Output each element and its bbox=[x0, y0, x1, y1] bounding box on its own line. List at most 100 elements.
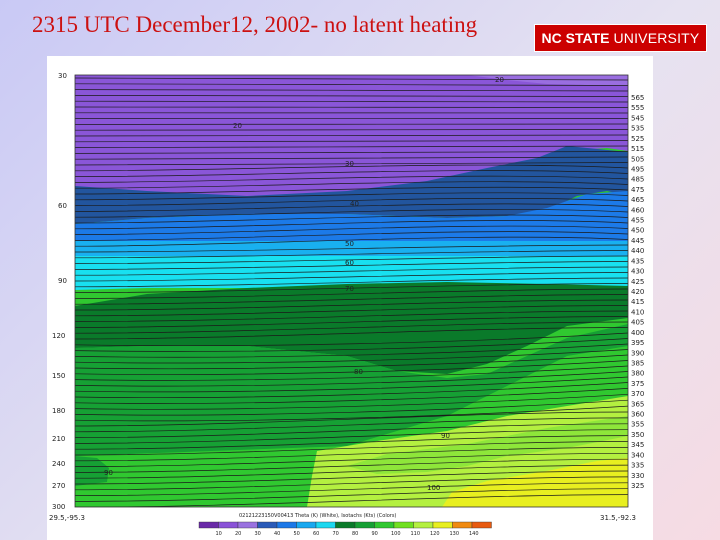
theta-line bbox=[75, 371, 628, 387]
theta-label: 365 bbox=[631, 400, 644, 408]
theta-label: 465 bbox=[631, 196, 644, 204]
isotach-shading bbox=[75, 75, 628, 507]
colorbar-swatch bbox=[354, 521, 375, 529]
theta-line bbox=[75, 447, 628, 462]
theta-line bbox=[75, 435, 628, 450]
theta-label: 380 bbox=[631, 370, 644, 378]
colorbar-swatch bbox=[218, 521, 239, 529]
theta-line bbox=[75, 266, 628, 276]
theta-line bbox=[75, 299, 628, 311]
theta-label: 410 bbox=[631, 308, 644, 316]
theta-line bbox=[75, 321, 628, 334]
theta-line bbox=[75, 272, 628, 282]
colorbar-swatch bbox=[432, 521, 453, 529]
isotach-label: 80 bbox=[354, 368, 363, 376]
theta-line bbox=[75, 288, 628, 299]
theta-line bbox=[75, 470, 628, 485]
theta-line bbox=[75, 100, 628, 103]
theta-label: 495 bbox=[631, 166, 644, 174]
theta-line bbox=[75, 399, 628, 416]
right-endpoint: 31.5,-92.3 bbox=[600, 514, 636, 522]
logo-bold-text: NC STATE bbox=[541, 30, 610, 46]
colorbar-label: 40 bbox=[274, 531, 280, 537]
colorbar-swatch bbox=[276, 521, 297, 529]
theta-line bbox=[75, 452, 628, 467]
theta-line bbox=[75, 145, 628, 148]
theta-label: 355 bbox=[631, 421, 644, 429]
isotach-labels: 20 20 30 40 50 60 70 80 90 90 100 bbox=[104, 76, 504, 492]
theta-line bbox=[75, 134, 628, 137]
theta-line bbox=[75, 261, 628, 270]
theta-line bbox=[75, 220, 628, 230]
theta-line bbox=[75, 83, 628, 86]
theta-label: 440 bbox=[631, 247, 644, 255]
theta-line bbox=[75, 214, 628, 224]
isotach-label: 90 bbox=[104, 469, 113, 477]
y-tick-60: 60 bbox=[58, 202, 67, 210]
theta-label: 395 bbox=[631, 339, 644, 347]
theta-line bbox=[75, 423, 628, 438]
isotach-band-cyan bbox=[75, 256, 628, 290]
theta-label: 325 bbox=[631, 482, 644, 490]
y-tick-30: 30 bbox=[58, 72, 67, 80]
theta-label: 415 bbox=[631, 298, 644, 306]
theta-label: 335 bbox=[631, 462, 644, 470]
theta-label: 535 bbox=[631, 125, 644, 133]
colorbar-swatch bbox=[374, 521, 395, 529]
colorbar-swatch bbox=[452, 521, 473, 529]
theta-line bbox=[75, 332, 628, 347]
theta-label: 515 bbox=[631, 145, 644, 153]
theta-label: 545 bbox=[631, 114, 644, 122]
y-tick-120: 120 bbox=[52, 332, 65, 340]
y-tick-270: 270 bbox=[52, 482, 65, 490]
theta-line bbox=[75, 305, 628, 317]
colorbar-swatch bbox=[296, 521, 317, 529]
theta-line bbox=[75, 203, 628, 212]
theta-line bbox=[75, 156, 628, 160]
theta-contours bbox=[75, 77, 628, 507]
colorbar-swatch bbox=[198, 521, 219, 529]
theta-line bbox=[75, 225, 628, 235]
cross-section-plot: 30 60 90 120 150 180 210 240 270 300 20 … bbox=[49, 72, 644, 537]
theta-label: 505 bbox=[631, 155, 644, 163]
theta-label: 425 bbox=[631, 278, 644, 286]
theta-label: 375 bbox=[631, 380, 644, 388]
colorbar-label: 20 bbox=[235, 531, 241, 537]
theta-line bbox=[75, 316, 628, 328]
theta-line bbox=[75, 376, 628, 393]
theta-label: 400 bbox=[631, 329, 644, 337]
colorbar-label: 30 bbox=[255, 531, 261, 537]
theta-line bbox=[75, 209, 628, 218]
theta-line bbox=[75, 349, 628, 364]
theta-line bbox=[75, 488, 628, 502]
slide-title: 2315 UTC December12, 2002- no latent hea… bbox=[32, 12, 478, 37]
theta-label: 360 bbox=[631, 411, 644, 419]
theta-line bbox=[75, 365, 628, 381]
colorbar-label: 110 bbox=[411, 531, 421, 537]
theta-line bbox=[75, 181, 628, 189]
theta-label: 475 bbox=[631, 186, 644, 194]
isotach-band-light-purple bbox=[75, 75, 628, 86]
theta-line bbox=[75, 89, 628, 92]
theta-line bbox=[75, 343, 628, 358]
theta-label: 525 bbox=[631, 135, 644, 143]
theta-label: 460 bbox=[631, 206, 644, 214]
colorbar-swatch bbox=[237, 521, 258, 529]
isotach-label: 60 bbox=[345, 259, 354, 267]
theta-line bbox=[75, 250, 628, 259]
theta-line bbox=[75, 140, 628, 143]
theta-label: 390 bbox=[631, 349, 644, 357]
theta-line bbox=[75, 95, 628, 97]
theta-line bbox=[75, 255, 628, 264]
colorbar-label: 70 bbox=[333, 531, 339, 537]
theta-line bbox=[75, 482, 628, 496]
theta-label: 555 bbox=[631, 104, 644, 112]
theta-line bbox=[75, 162, 628, 166]
theta-line bbox=[75, 129, 628, 131]
theta-label: 455 bbox=[631, 217, 644, 225]
theta-line bbox=[75, 417, 628, 433]
y-tick-150: 150 bbox=[52, 372, 65, 380]
theta-label: 405 bbox=[631, 319, 644, 327]
theta-label: 445 bbox=[631, 237, 644, 245]
isotach-label: 70 bbox=[345, 285, 354, 293]
